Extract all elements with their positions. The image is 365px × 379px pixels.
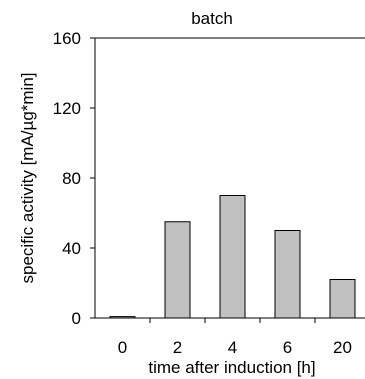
x-axis-title: time after induction [h] xyxy=(148,358,315,377)
bar-20 xyxy=(329,279,356,319)
x-tick-label: 4 xyxy=(228,338,237,357)
y-axis-ticks: 0 40 80 120 160 xyxy=(53,29,95,328)
y-tick-label: 80 xyxy=(62,169,81,188)
y-tick-label: 160 xyxy=(53,29,81,48)
bar-2 xyxy=(164,221,191,319)
bar-6 xyxy=(274,230,301,319)
chart-title: batch xyxy=(191,9,233,28)
x-tick-label: 2 xyxy=(173,338,182,357)
y-tick-label: 40 xyxy=(62,239,81,258)
y-tick-label: 120 xyxy=(53,99,81,118)
x-tick-label: 6 xyxy=(283,338,292,357)
y-axis-title: specific activity [mA/µg*min] xyxy=(18,72,37,283)
bar-4 xyxy=(219,195,246,319)
x-tick-label: 0 xyxy=(118,338,127,357)
bar-series xyxy=(109,195,356,319)
x-axis-ticks: 0 2 4 6 20 xyxy=(118,318,352,357)
x-tick-label: 20 xyxy=(333,338,352,357)
y-tick-label: 0 xyxy=(72,309,81,328)
